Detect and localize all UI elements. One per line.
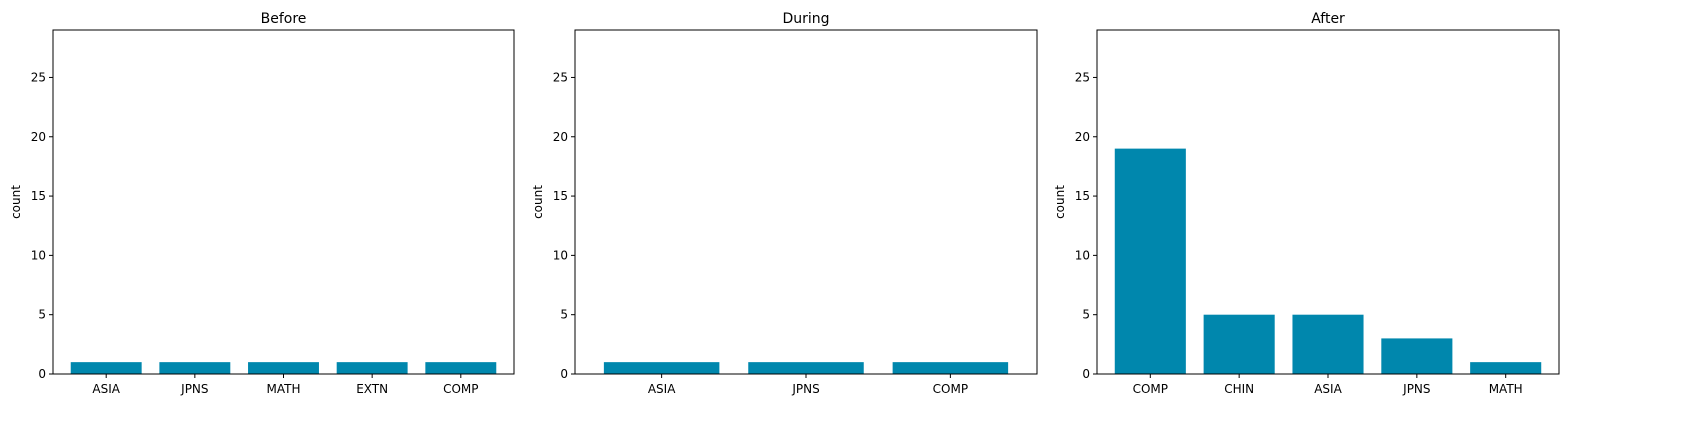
y-tick-label: 5: [1082, 308, 1090, 322]
x-tick-label: MATH: [1489, 382, 1523, 396]
y-tick-label: 10: [31, 248, 46, 262]
y-tick-label: 0: [1082, 367, 1090, 381]
bar: [1114, 148, 1186, 374]
x-tick-label: ASIA: [92, 382, 120, 396]
chart-title: After: [1311, 11, 1345, 27]
y-tick-label: 5: [38, 308, 46, 322]
y-tick-label: 5: [560, 308, 568, 322]
bar: [892, 362, 1009, 374]
y-tick-label: 10: [553, 248, 568, 262]
bar: [159, 362, 231, 374]
bar: [1381, 338, 1453, 374]
y-tick-label: 15: [31, 189, 46, 203]
y-tick-label: 25: [1075, 70, 1090, 84]
x-tick-label: COMP: [933, 382, 968, 396]
bar: [748, 362, 864, 374]
bar: [336, 362, 408, 374]
x-tick-label: JPNS: [1402, 382, 1430, 396]
y-tick-label: 0: [38, 367, 46, 381]
bar: [248, 362, 319, 374]
y-tick-label: 20: [31, 130, 46, 144]
y-tick-label: 15: [1075, 189, 1090, 203]
bar: [70, 362, 142, 374]
x-tick-label: ASIA: [1314, 382, 1342, 396]
x-tick-label: JPNS: [180, 382, 208, 396]
x-tick-label: CHIN: [1224, 382, 1254, 396]
bar: [1203, 314, 1275, 374]
x-tick-label: MATH: [267, 382, 301, 396]
y-tick-label: 15: [553, 189, 568, 203]
plot-area: 0 5 10 15 20 25 ASIA JPNS COMP: [553, 29, 1038, 396]
y-axis-label: count: [531, 185, 545, 219]
y-tick-label: 10: [1075, 248, 1090, 262]
y-axis-label: count: [1053, 185, 1067, 219]
y-axis-label: count: [9, 185, 23, 219]
bar: [1292, 314, 1364, 374]
x-tick-label: ASIA: [648, 382, 676, 396]
x-tick-label: EXTN: [356, 382, 388, 396]
y-tick-label: 0: [560, 367, 568, 381]
plot-area: 0 5 10 15 20 25 COMP CHIN ASIA JPNS MATH: [1075, 29, 1560, 396]
y-tick-label: 20: [553, 130, 568, 144]
axes-frame: [574, 29, 1038, 375]
bar: [603, 362, 720, 374]
y-tick-label: 25: [553, 70, 568, 84]
chart-panel-before: Before count 0 5 10 15 20 25 ASIA JPNS MATH EXTN C…: [9, 11, 515, 396]
y-tick-label: 20: [1075, 130, 1090, 144]
x-tick-label: JPNS: [791, 382, 819, 396]
x-tick-label: COMP: [1133, 382, 1168, 396]
x-tick-label: COMP: [443, 382, 478, 396]
chart-title: Before: [261, 11, 307, 27]
axes-frame: [52, 29, 515, 375]
bar: [425, 362, 497, 374]
chart-panel-during: During count 0 5 10 15 20 25 ASIA JPNS COMP: [531, 11, 1038, 396]
chart-panel-after: After count 0 5 10 15 20 25 COMP CHIN ASIA JPNS MA…: [1053, 11, 1560, 396]
chart-title: During: [782, 11, 829, 27]
plot-area: 0 5 10 15 20 25 ASIA JPNS MATH EXTN COMP: [31, 29, 515, 396]
bar: [1470, 362, 1542, 374]
y-tick-label: 25: [31, 70, 46, 84]
